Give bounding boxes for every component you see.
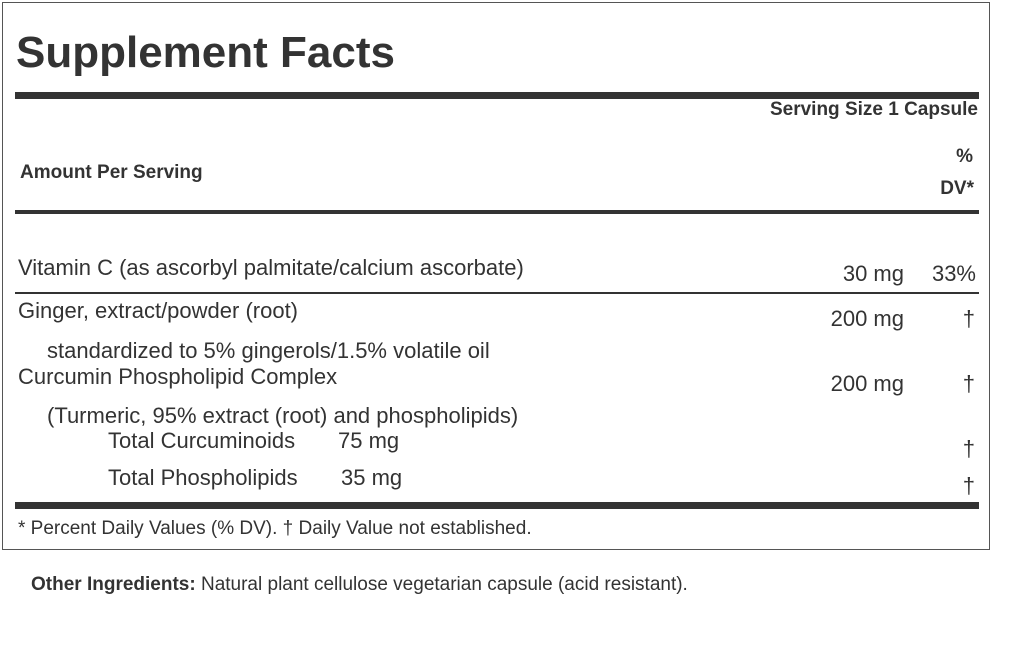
other-ingredients: Other Ingredients: Natural plant cellulo… [31,574,688,596]
amount-per-serving-header: Amount Per Serving [20,162,203,183]
vitamin-c-name: Vitamin C (as ascorbyl palmitate/calcium… [18,255,524,280]
bottom-divider [15,502,979,509]
header-divider [15,210,979,214]
curcumin-amount: 200 mg [830,371,904,396]
vitamin-c-dv: 33% [931,261,976,286]
top-divider [15,92,979,99]
dv-header-dv: DV* [940,178,974,199]
footnote: * Percent Daily Values (% DV). † Daily V… [18,518,532,539]
serving-size: Serving Size 1 Capsule [769,99,978,120]
panel-title: Supplement Facts [16,28,395,77]
curcumin-dv: † [962,371,975,396]
phospholipids-name: Total Phospholipids [108,465,298,490]
supplement-facts-panel [2,2,990,550]
row-divider [15,292,979,294]
vitamin-c-amount: 30 mg [842,261,904,286]
other-ingredients-text: Natural plant cellulose vegetarian capsu… [200,574,688,595]
curcuminoids-name: Total Curcuminoids [108,428,296,453]
phospholipids-amount: 35 mg [341,465,403,490]
ginger-dv: † [962,306,975,331]
ginger-detail: standardized to 5% gingerols/1.5% volati… [47,338,490,363]
curcuminoids-dv: † [962,436,975,461]
ginger-amount: 200 mg [830,306,904,331]
curcumin-name: Curcumin Phospholipid Complex [18,364,338,389]
curcuminoids-amount: 75 mg [338,428,400,453]
curcumin-detail: (Turmeric, 95% extract (root) and phosph… [47,403,519,428]
other-ingredients-label: Other Ingredients: [31,574,196,595]
ginger-name: Ginger, extract/powder (root) [18,298,299,323]
phospholipids-dv: † [962,473,975,498]
dv-header-percent: % [956,146,973,167]
